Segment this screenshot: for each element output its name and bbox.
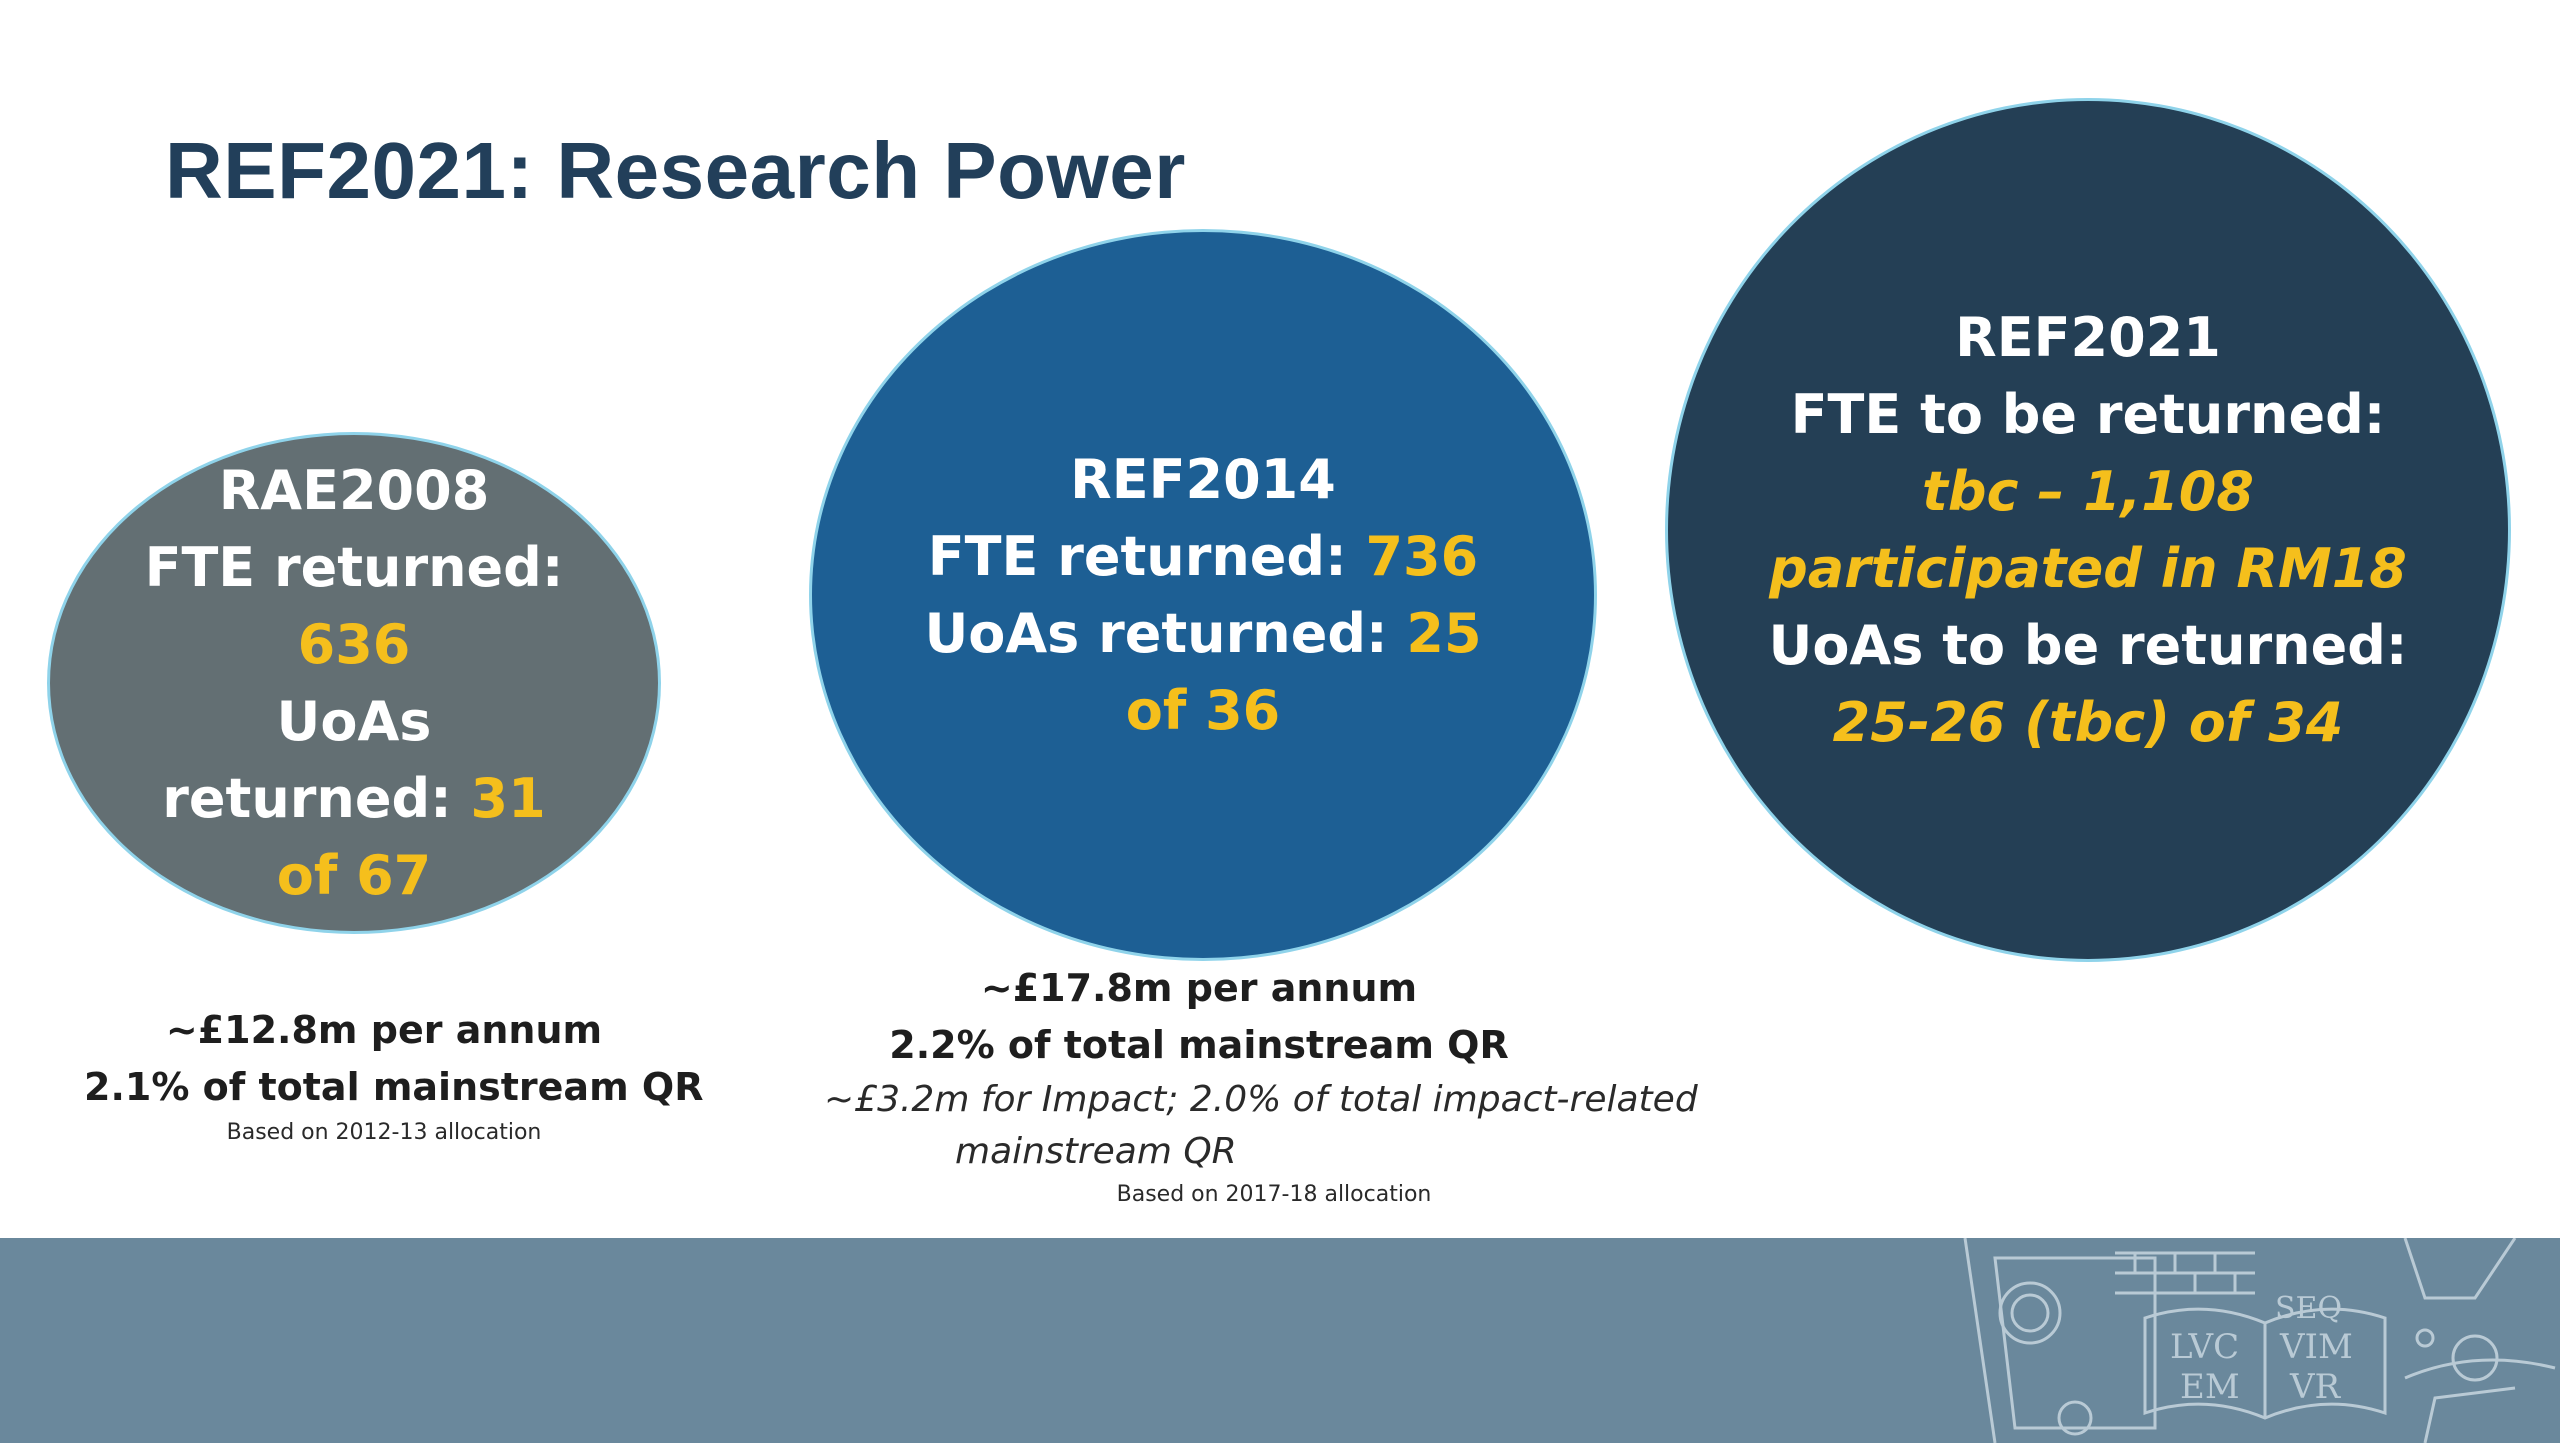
rae2008-circle: RAE2008 FTE returned: 636 UoAs returned:… — [47, 432, 661, 934]
crest-frame — [1963, 1238, 2517, 1443]
crest-bricks — [2115, 1251, 2255, 1295]
crest-text-2: EM — [2180, 1367, 2240, 1407]
crest-text-4: VIM — [2279, 1327, 2353, 1367]
rae2008-uoas-label: UoAs — [276, 690, 432, 753]
ref2014-impact-line-2: mainstream QR — [955, 1131, 1237, 1172]
ref2014-circle: REF2014 FTE returned: 736 UoAs returned:… — [809, 229, 1597, 961]
ref2021-circle: REF2021 FTE to be returned: tbc – 1,108 … — [1665, 98, 2511, 962]
ref2014-uoas-of: of 36 — [1125, 679, 1281, 742]
crest-right-curve — [2404, 1358, 2556, 1443]
ref2014-uoas-label: UoAs returned: — [924, 602, 1407, 665]
rae2008-per-annum: ~£12.8m per annum — [165, 1008, 603, 1052]
ref2014-fte-label: FTE returned: — [927, 525, 1366, 588]
ref2014-fte-value: 736 — [1365, 525, 1479, 588]
ref2014-fte-line: FTE returned: 736 — [928, 518, 1478, 595]
ref2021-uoas-label: UoAs to be returned: — [1768, 614, 2408, 677]
crest-shield-left — [1993, 1256, 2157, 1430]
slide-title: REF2021: Research Power — [165, 126, 1186, 215]
rae2008-uoas-of: of 67 — [276, 844, 432, 907]
crest-text-5: VR — [2289, 1367, 2342, 1407]
ref2021-uoas-value: 25-26 (tbc) of 34 — [1832, 691, 2344, 754]
crest-text-1: LVC — [2170, 1327, 2239, 1367]
ref2014-heading: REF2014 — [1070, 448, 1336, 511]
crest-book — [2143, 1307, 2387, 1420]
rae2008-fte-label: FTE returned: — [144, 536, 564, 599]
ref2014-uoas-value: 25 — [1406, 602, 1482, 665]
ref2021-fte-value: tbc – 1,108 — [1922, 460, 2254, 523]
crest-ring-bottom — [2057, 1400, 2093, 1436]
rae2008-fte-value: 636 — [297, 613, 411, 676]
ref2014-impact-line-1: ~£3.2m for Impact; 2.0% of total impact-… — [824, 1079, 1698, 1120]
rae2008-heading: RAE2008 — [218, 459, 490, 522]
rae2008-uoas-returned-label: returned: — [162, 767, 471, 830]
ref2014-uoas-line: UoAs returned: 25 — [924, 595, 1481, 672]
rae2008-basis: Based on 2012-13 allocation — [226, 1120, 542, 1145]
rae2008-uoas-value: 31 — [470, 767, 546, 830]
ref2014-funding-note: ~£17.8m per annum 2.2% of total mainstre… — [824, 960, 1698, 1212]
university-crest-watermark: LVC EM SEQ VIM VR — [1963, 1238, 2556, 1443]
ref2014-per-annum: ~£17.8m per annum — [980, 966, 1418, 1010]
rae2008-share: 2.1% of total mainstream QR — [84, 1065, 704, 1109]
ref2021-heading: REF2021 — [1955, 306, 2221, 369]
ref2021-fte-note: participated in RM18 — [1769, 537, 2407, 600]
ref2014-share: 2.2% of total mainstream QR — [889, 1023, 1509, 1067]
ref2021-fte-label: FTE to be returned: — [1790, 383, 2386, 446]
crest-ring-left — [1998, 1281, 2062, 1345]
crest-ring-right-small — [2415, 1328, 2435, 1348]
rae2008-funding-note: ~£12.8m per annum 2.1% of total mainstre… — [84, 1002, 704, 1150]
crest-ring-left-inner — [2010, 1293, 2050, 1333]
crest-text-3: SEQ — [2275, 1291, 2342, 1326]
ref2014-basis: Based on 2017-18 allocation — [1116, 1182, 1432, 1207]
rae2008-uoas-line: returned: 31 — [162, 760, 545, 837]
crest-ring-right — [2451, 1334, 2499, 1382]
